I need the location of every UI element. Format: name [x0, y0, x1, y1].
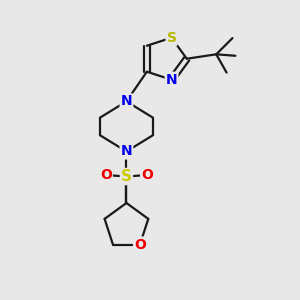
Text: N: N [121, 94, 132, 108]
Text: O: O [141, 168, 153, 182]
Text: N: N [121, 145, 132, 158]
Text: O: O [134, 238, 146, 251]
Text: N: N [166, 73, 177, 87]
Text: S: S [121, 169, 132, 184]
Text: S: S [167, 31, 176, 45]
Text: O: O [100, 168, 112, 182]
